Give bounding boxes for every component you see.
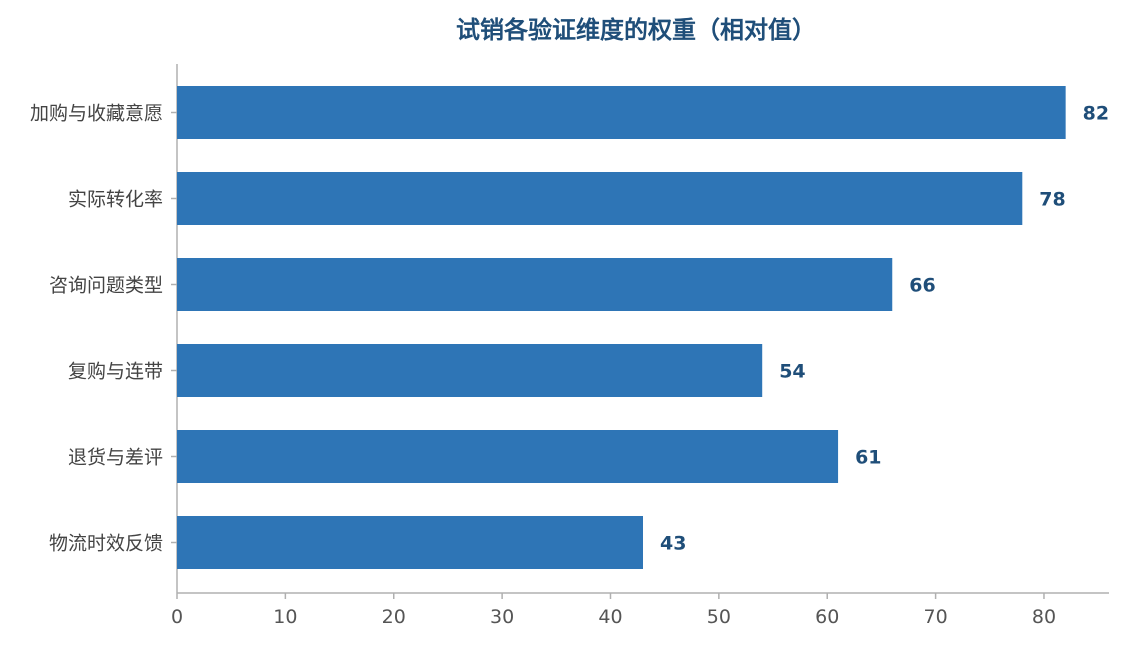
chart-title: 试销各验证维度的权重（相对值） [456,16,816,44]
category-label: 物流时效反馈 [49,533,163,555]
x-tick-label: 80 [1032,606,1056,628]
bar [177,258,893,311]
category-label: 退货与差评 [68,447,163,469]
value-label: 54 [779,361,805,383]
bar [177,344,763,397]
category-label: 实际转化率 [68,189,163,211]
value-label: 61 [855,447,881,469]
bar [177,516,643,569]
value-label: 43 [660,533,686,555]
category-label: 咨询问题类型 [49,275,163,297]
x-tick-label: 30 [490,606,514,628]
x-tick-label: 40 [598,606,622,628]
x-tick-label: 60 [815,606,839,628]
category-label: 加购与收藏意愿 [30,103,163,125]
bar [177,86,1066,139]
x-tick-label: 50 [707,606,731,628]
value-label: 66 [909,275,935,297]
bars [177,86,1066,569]
value-label: 78 [1039,189,1065,211]
x-tick-label: 10 [273,606,297,628]
axes: 0 10 20 30 40 50 60 70 80 [171,64,1109,628]
category-label: 复购与连带 [68,361,163,383]
x-tick-label: 0 [171,606,183,628]
value-label: 82 [1083,103,1109,125]
x-tick-label: 70 [924,606,948,628]
x-tick-label: 20 [382,606,406,628]
bar [177,430,839,483]
bar [177,172,1023,225]
labels: 加购与收藏意愿 82 实际转化率 78 咨询问题类型 66 复购与连带 54 退货与差评 61 物流… [30,103,1109,555]
